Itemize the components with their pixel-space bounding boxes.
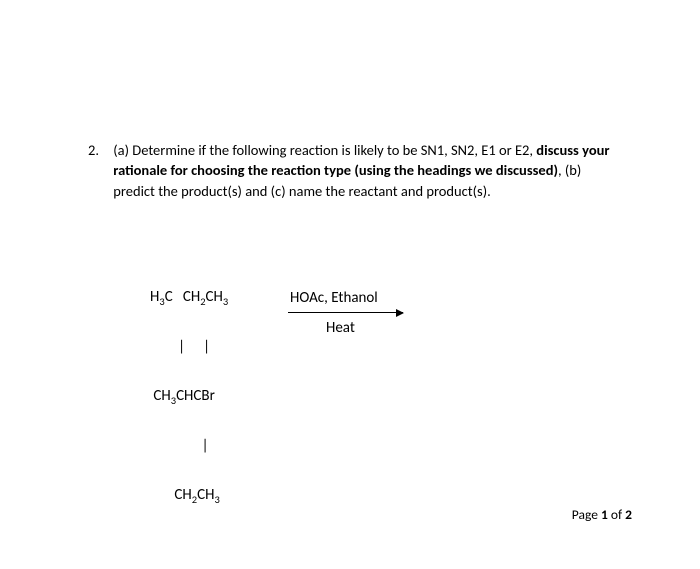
footer-prefix: Page (572, 506, 601, 523)
footer-total-pages: 2 (625, 506, 632, 523)
substrate-line1: H3C CH2CH3 (150, 289, 228, 306)
question-body: (a) Determine if the following reaction … (113, 140, 623, 201)
page-footer: Page 1 of 2 (572, 506, 632, 523)
substrate-line3: CH3CHCBr (140, 388, 228, 405)
question-number: 2. (88, 140, 110, 160)
document-page: 2. (a) Determine if the following reacti… (0, 0, 700, 569)
condition-label: Heat (326, 320, 355, 337)
substrate-structure: H3C CH2CH3 | | CH3CHCBr | CH2CH3 (140, 256, 228, 537)
substrate-bond-bottom: | (182, 438, 228, 455)
footer-mid: of (608, 506, 625, 523)
reagents-label: HOAc, Ethanol (290, 290, 378, 307)
substrate-line5: CH2CH3 (166, 487, 228, 504)
substrate-bonds-top: | | (162, 339, 228, 356)
reaction-arrow (288, 312, 403, 313)
footer-current-page: 1 (601, 506, 608, 523)
question-block: 2. (a) Determine if the following reacti… (88, 140, 630, 201)
question-part-a-lead: (a) Determine if the following reaction … (113, 141, 536, 159)
